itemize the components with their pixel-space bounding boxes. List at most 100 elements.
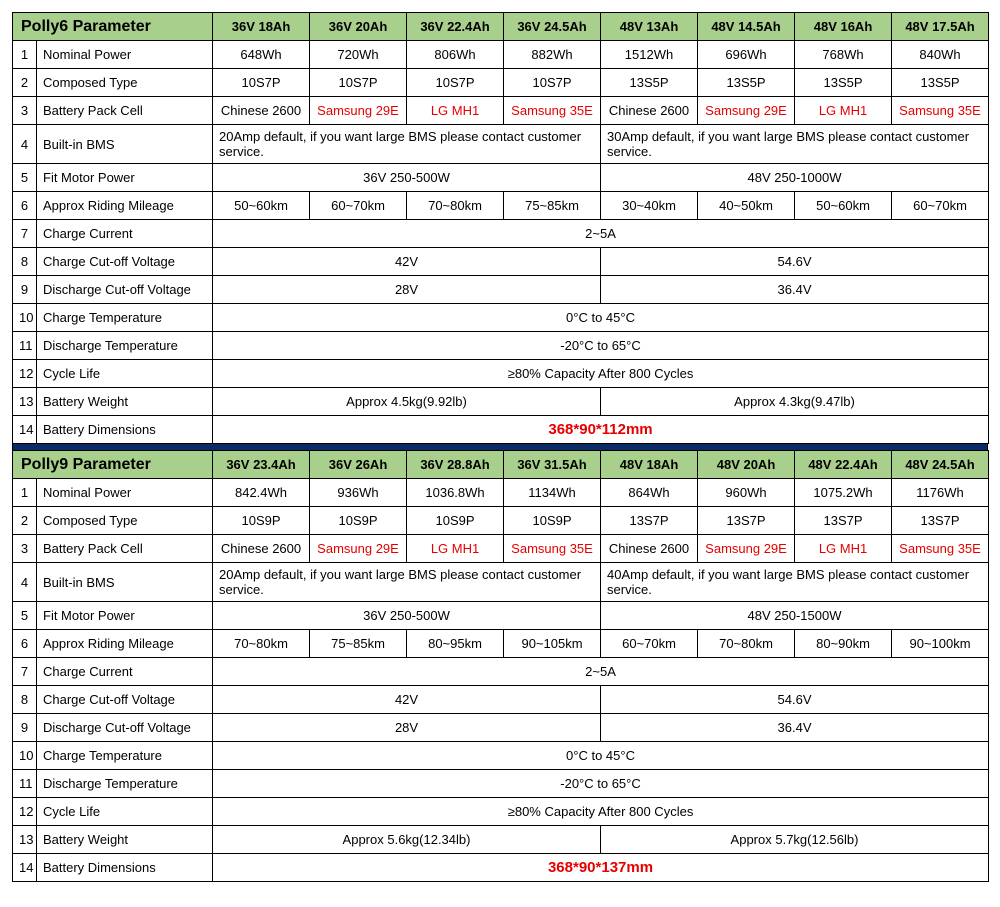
table-row: 1Nominal Power648Wh720Wh806Wh882Wh1512Wh… (13, 41, 989, 69)
table-cell: 1036.8Wh (407, 479, 504, 507)
table-cell: 13S5P (698, 69, 795, 97)
row-index: 8 (13, 248, 37, 276)
table-cell: 40Amp default, if you want large BMS ple… (601, 563, 989, 602)
table-cell: 10S9P (504, 507, 601, 535)
table-cell: 36V 250-500W (213, 164, 601, 192)
table-title: Polly6 Parameter (13, 13, 213, 41)
table-cell: Chinese 2600 (213, 97, 310, 125)
row-label: Charge Temperature (37, 742, 213, 770)
column-header: 48V 14.5Ah (698, 13, 795, 41)
table-cell: 368*90*112mm (213, 416, 989, 444)
table-cell: 0°C to 45°C (213, 304, 989, 332)
row-index: 2 (13, 69, 37, 97)
table-cell: 10S7P (213, 69, 310, 97)
table-row: 2Composed Type10S9P10S9P10S9P10S9P13S7P1… (13, 507, 989, 535)
table-row: 4Built-in BMS20Amp default, if you want … (13, 125, 989, 164)
table-cell: 54.6V (601, 686, 989, 714)
table-cell: 36V 250-500W (213, 602, 601, 630)
table-row: 13Battery WeightApprox 5.6kg(12.34lb)App… (13, 826, 989, 854)
row-label: Battery Pack Cell (37, 97, 213, 125)
table-row: 12Cycle Life≥80% Capacity After 800 Cycl… (13, 360, 989, 388)
row-index: 10 (13, 742, 37, 770)
column-header: 36V 20Ah (310, 13, 407, 41)
row-index: 1 (13, 479, 37, 507)
table-cell: 648Wh (213, 41, 310, 69)
table-cell: Approx 5.6kg(12.34lb) (213, 826, 601, 854)
table-cell: 13S7P (892, 507, 989, 535)
row-label: Discharge Temperature (37, 332, 213, 360)
row-index: 8 (13, 686, 37, 714)
row-label: Built-in BMS (37, 125, 213, 164)
row-label: Charge Current (37, 658, 213, 686)
table-cell: 60~70km (310, 192, 407, 220)
table-cell: 806Wh (407, 41, 504, 69)
table-cell: 50~60km (213, 192, 310, 220)
row-label: Battery Dimensions (37, 854, 213, 882)
table-cell: 842.4Wh (213, 479, 310, 507)
column-header: 48V 18Ah (601, 451, 698, 479)
table-row: 6Approx Riding Mileage70~80km75~85km80~9… (13, 630, 989, 658)
table-cell: 13S5P (892, 69, 989, 97)
row-index: 3 (13, 535, 37, 563)
table-cell: 36.4V (601, 276, 989, 304)
table-row: 9Discharge Cut-off Voltage28V36.4V (13, 276, 989, 304)
table-cell: LG MH1 (795, 97, 892, 125)
table-cell: 864Wh (601, 479, 698, 507)
table-cell: 10S9P (310, 507, 407, 535)
table-cell: Approx 5.7kg(12.56lb) (601, 826, 989, 854)
table-row: 10Charge Temperature0°C to 45°C (13, 304, 989, 332)
table-cell: LG MH1 (407, 97, 504, 125)
row-label: Cycle Life (37, 798, 213, 826)
table-row: 13Battery WeightApprox 4.5kg(9.92lb)Appr… (13, 388, 989, 416)
table-row: 11Discharge Temperature-20°C to 65°C (13, 770, 989, 798)
table-cell: 90~105km (504, 630, 601, 658)
row-index: 9 (13, 276, 37, 304)
table-cell: 48V 250-1500W (601, 602, 989, 630)
row-index: 7 (13, 658, 37, 686)
table-cell: Samsung 29E (698, 535, 795, 563)
table-cell: Samsung 29E (310, 535, 407, 563)
table-cell: 936Wh (310, 479, 407, 507)
table-cell: Samsung 35E (504, 97, 601, 125)
row-label: Charge Cut-off Voltage (37, 248, 213, 276)
table-row: 12Cycle Life≥80% Capacity After 800 Cycl… (13, 798, 989, 826)
table-row: 7Charge Current2~5A (13, 220, 989, 248)
row-label: Fit Motor Power (37, 602, 213, 630)
row-label: Composed Type (37, 507, 213, 535)
table-cell: 42V (213, 686, 601, 714)
table-cell: 48V 250-1000W (601, 164, 989, 192)
row-index: 2 (13, 507, 37, 535)
table-cell: 1512Wh (601, 41, 698, 69)
table-cell: LG MH1 (407, 535, 504, 563)
row-label: Battery Pack Cell (37, 535, 213, 563)
row-index: 9 (13, 714, 37, 742)
table-cell: 20Amp default, if you want large BMS ple… (213, 125, 601, 164)
row-label: Nominal Power (37, 41, 213, 69)
table-cell: 1176Wh (892, 479, 989, 507)
row-index: 14 (13, 854, 37, 882)
table-cell: 70~80km (407, 192, 504, 220)
row-label: Charge Temperature (37, 304, 213, 332)
table-row: 5Fit Motor Power36V 250-500W48V 250-1000… (13, 164, 989, 192)
row-index: 13 (13, 388, 37, 416)
row-index: 11 (13, 332, 37, 360)
column-header: 48V 24.5Ah (892, 451, 989, 479)
column-header: 48V 16Ah (795, 13, 892, 41)
table-cell: 13S7P (601, 507, 698, 535)
row-index: 4 (13, 125, 37, 164)
row-index: 10 (13, 304, 37, 332)
table-row: 5Fit Motor Power36V 250-500W48V 250-1500… (13, 602, 989, 630)
row-index: 5 (13, 602, 37, 630)
row-index: 12 (13, 360, 37, 388)
table-cell: 70~80km (213, 630, 310, 658)
table-row: 1Nominal Power842.4Wh936Wh1036.8Wh1134Wh… (13, 479, 989, 507)
row-label: Charge Cut-off Voltage (37, 686, 213, 714)
table-cell: 13S7P (698, 507, 795, 535)
row-label: Fit Motor Power (37, 164, 213, 192)
table-cell: 840Wh (892, 41, 989, 69)
table-cell: 40~50km (698, 192, 795, 220)
table-row: 8Charge Cut-off Voltage42V54.6V (13, 248, 989, 276)
table-cell: 10S9P (407, 507, 504, 535)
table-cell: 768Wh (795, 41, 892, 69)
row-index: 11 (13, 770, 37, 798)
